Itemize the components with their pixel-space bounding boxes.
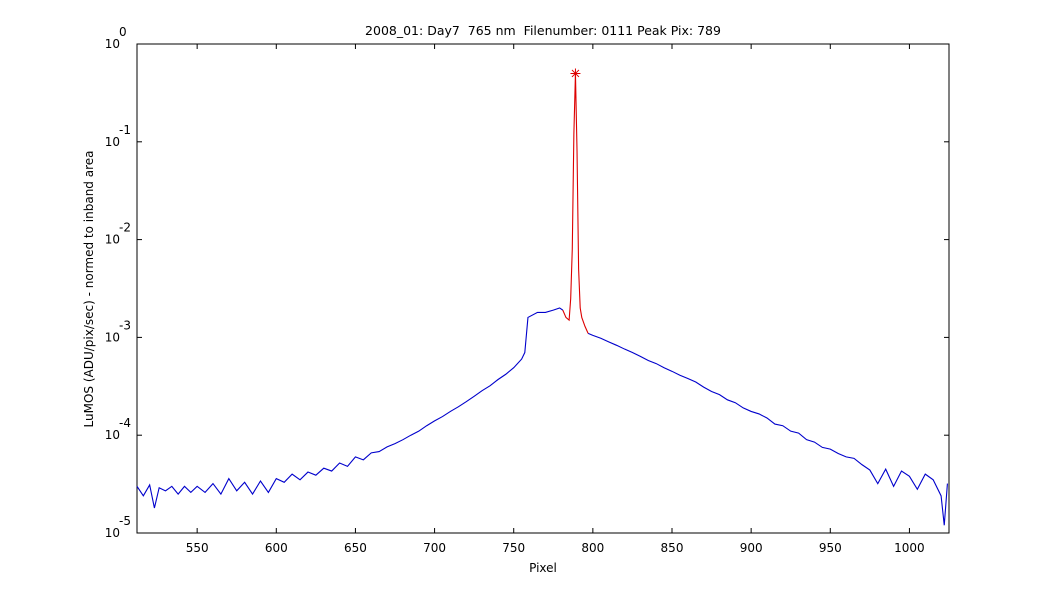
y-tick-label: 10: [105, 428, 120, 442]
y-tick-label: 10: [105, 135, 120, 149]
series-line: [136, 307, 948, 526]
x-axis-label: Pixel: [529, 561, 557, 575]
y-tick-exponent: -5: [119, 514, 131, 528]
peak-marker: [570, 68, 581, 79]
x-tick-label: 650: [344, 541, 367, 555]
plot-frame: [136, 43, 950, 534]
x-tick-label: 600: [265, 541, 288, 555]
x-tick-label: 750: [502, 541, 525, 555]
chart-title: 2008_01: Day7 765 nm Filenumber: 0111 Pe…: [365, 23, 721, 38]
y-tick-exponent: -1: [119, 123, 131, 137]
x-tick-label: 800: [581, 541, 604, 555]
y-tick-exponent: -2: [119, 221, 131, 235]
y-tick-exponent: 0: [119, 25, 127, 39]
y-tick-label: 10: [105, 37, 120, 51]
x-tick-label: 900: [740, 541, 763, 555]
y-tick-label: 10: [105, 330, 120, 344]
x-tick-label: 1000: [894, 541, 925, 555]
y-tick-label: 10: [105, 233, 120, 247]
x-tick-label: 950: [819, 541, 842, 555]
y-tick-exponent: -3: [119, 318, 131, 332]
x-tick-label: 850: [661, 541, 684, 555]
y-tick-label: 10: [105, 526, 120, 540]
x-tick-label: 550: [186, 541, 209, 555]
y-axis-label: LuMOS (ADU/pix/sec) - normed to inband a…: [82, 151, 96, 428]
y-tick-exponent: -4: [119, 416, 131, 430]
x-tick-label: 700: [423, 541, 446, 555]
